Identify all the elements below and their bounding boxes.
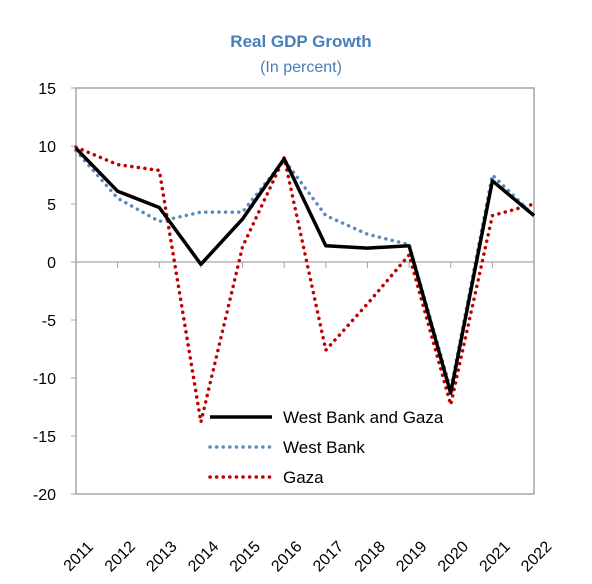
series-line-gaza — [74, 145, 536, 424]
y-tick-label: -15 — [33, 429, 56, 446]
x-tick-label: 2015 — [227, 538, 264, 575]
x-tick-label: 2022 — [518, 538, 555, 575]
legend-label: Gaza — [283, 468, 324, 487]
x-tick-label: 2014 — [185, 538, 222, 575]
x-tick-label: 2020 — [435, 538, 472, 575]
x-tick-label: 2013 — [143, 538, 180, 575]
y-tick-label: -20 — [33, 487, 56, 504]
series-line-west-bank — [74, 148, 536, 392]
chart-title: Real GDP Growth — [230, 32, 371, 51]
y-tick-label: 10 — [38, 139, 56, 156]
legend-label: West Bank and Gaza — [283, 408, 444, 427]
y-tick-label: -5 — [42, 313, 56, 330]
y-tick-label: 0 — [47, 255, 56, 272]
x-tick-label: 2012 — [102, 538, 139, 575]
y-tick-label: 15 — [38, 81, 56, 98]
series-line-west-bank-and-gaza — [74, 147, 536, 395]
x-tick-label: 2016 — [268, 538, 305, 575]
x-tick-label: 2017 — [310, 538, 347, 575]
x-tick-label: 2011 — [61, 539, 97, 575]
y-tick-label: 5 — [47, 197, 56, 214]
x-tick-label: 2021 — [477, 538, 514, 575]
y-tick-label: -10 — [33, 371, 56, 388]
x-tick-label: 2018 — [352, 538, 389, 575]
plot-frame — [75, 87, 535, 495]
chart-subtitle: (In percent) — [260, 59, 342, 76]
x-tick-label: 2019 — [393, 538, 430, 575]
legend: West Bank and Gaza West Bank Gaza — [208, 408, 444, 487]
legend-label: West Bank — [283, 438, 365, 457]
